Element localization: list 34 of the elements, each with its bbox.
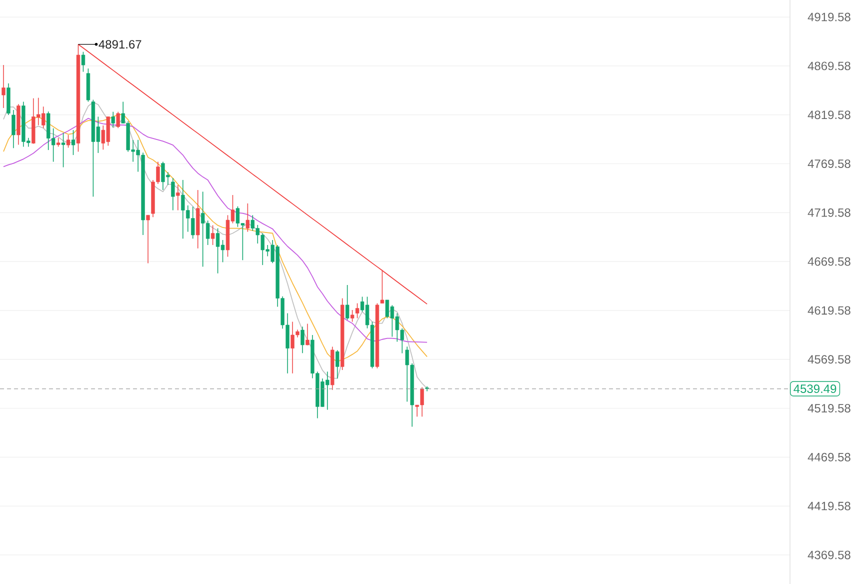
y-tick-label: 4919.58 [808, 12, 850, 22]
annotation: 4891.67 [98, 40, 142, 49]
candlestick [61, 132, 66, 168]
y-tick-label: 4519.58 [808, 404, 850, 412]
candlestick [81, 51, 86, 72]
candlestick [116, 111, 120, 129]
candlestick [146, 214, 150, 264]
y-tick-label: 4869.58 [808, 62, 850, 70]
candlestick [380, 270, 384, 304]
candlestick [246, 203, 250, 232]
candlestick [336, 350, 340, 379]
y-tick-label: 4769.58 [808, 159, 850, 168]
y-tick-label: 4469.58 [808, 452, 850, 462]
candlestick [171, 178, 175, 211]
candlestick [345, 284, 350, 320]
ref-line-label: 4539.49 [794, 384, 836, 394]
y-tick-label: 4819.58 [808, 110, 850, 120]
candlestick [306, 323, 310, 346]
candlestick [355, 302, 360, 319]
candlestick [66, 134, 70, 148]
candlestick [71, 130, 76, 156]
y-tick-label: 4569.58 [808, 355, 850, 364]
y-tick-label: 4619.58 [808, 306, 850, 315]
candlestick [111, 111, 115, 128]
candlestick [300, 326, 304, 354]
y-tick-label: 4369.58 [808, 550, 850, 560]
candlestick [350, 310, 354, 322]
y-tick-label: 4419.58 [808, 502, 850, 510]
y-tick-label: 4719.58 [808, 208, 850, 217]
candlestick [210, 224, 215, 246]
y-tick-label: 4669.58 [808, 257, 850, 266]
candlestick [176, 184, 180, 211]
candlestick [2, 64, 6, 108]
candlestick [12, 110, 16, 148]
